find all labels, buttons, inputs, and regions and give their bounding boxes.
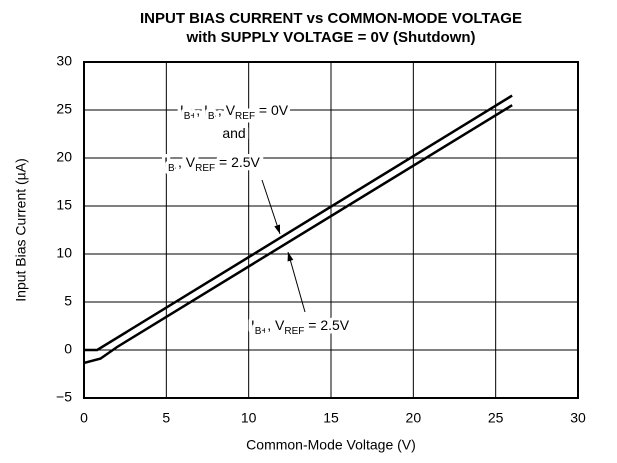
- y-tick-label: 25: [56, 101, 72, 117]
- y-tick-label: 10: [56, 245, 72, 261]
- annotation-run: , V: [218, 102, 236, 118]
- y-tick-label: 0: [64, 341, 72, 357]
- leader-line: [261, 179, 281, 235]
- annotation-run: and: [222, 125, 245, 141]
- annotation: IB-, VREF = 2.5V: [164, 154, 260, 174]
- annotation-run: = 2.5V: [304, 317, 349, 333]
- x-tick-label: 15: [323, 410, 339, 426]
- annotation-run: I: [251, 317, 255, 333]
- annotation-run: B+: [255, 326, 268, 337]
- annotation-run: B+: [184, 111, 197, 122]
- annotation: IB+, VREF = 2.5V: [251, 317, 350, 337]
- arrow-head: [287, 252, 294, 262]
- x-tick-label: 30: [570, 410, 586, 426]
- annotation-run: B-: [168, 163, 178, 174]
- chart-title: INPUT BIAS CURRENT vs COMMON-MODE VOLTAG…: [140, 10, 522, 27]
- x-axis-label: Common-Mode Voltage (V): [246, 437, 416, 453]
- y-axis-label: Input Bias Current (µA): [13, 158, 29, 301]
- annotation-run: , V: [178, 154, 196, 170]
- x-tick-label: 25: [488, 410, 504, 426]
- annotation-run: REF: [195, 163, 215, 174]
- annotation-run: = 0V: [255, 102, 289, 118]
- annotation-run: I: [180, 102, 184, 118]
- leader-line: [287, 251, 306, 313]
- annotation-run: I: [164, 154, 168, 170]
- annotation-run: , V: [267, 317, 285, 333]
- y-tick-label: 15: [56, 197, 72, 213]
- annotation-run: , I: [196, 102, 208, 118]
- arrow-head: [274, 224, 280, 234]
- y-tick-label: 5: [64, 293, 72, 309]
- annotation-run: REF: [235, 111, 255, 122]
- x-tick-label: 10: [241, 410, 257, 426]
- x-tick-label: 5: [162, 410, 170, 426]
- y-tick-label: 30: [56, 53, 72, 69]
- annotation: IB+, IB-, VREF = 0V: [180, 102, 289, 122]
- chart-subtitle: with SUPPLY VOLTAGE = 0V (Shutdown): [185, 29, 475, 46]
- y-tick-label: −5: [56, 389, 72, 405]
- annotation: and: [222, 125, 245, 141]
- annotation-run: = 2.5V: [215, 154, 260, 170]
- data-line: [83, 104, 513, 365]
- plot-frame: [83, 61, 579, 399]
- annotation-run: B-: [208, 111, 218, 122]
- x-tick-label: 20: [406, 410, 422, 426]
- annotation-run: REF: [284, 326, 304, 337]
- data-line: [84, 94, 513, 352]
- y-tick-label: 20: [56, 149, 72, 165]
- x-tick-label: 0: [80, 410, 88, 426]
